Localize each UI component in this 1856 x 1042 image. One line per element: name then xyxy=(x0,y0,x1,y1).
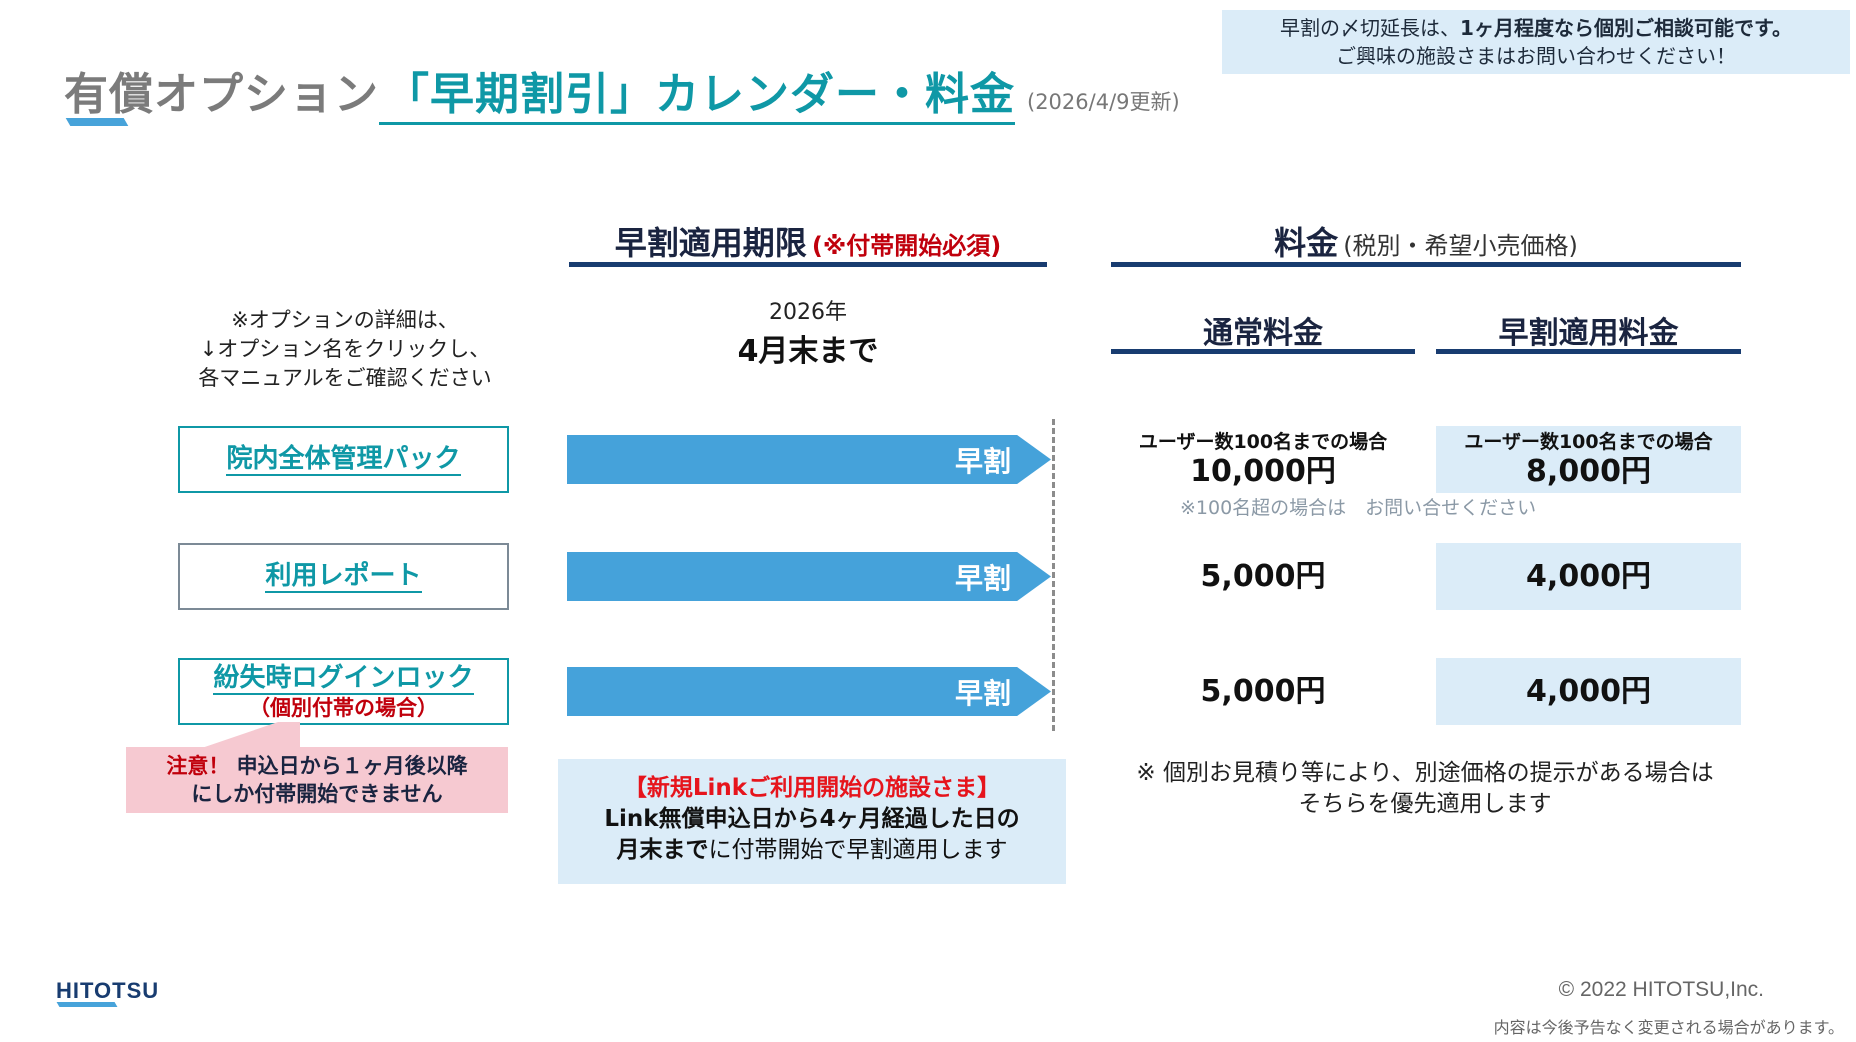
instructions: ※オプションの詳細は、 ↓オプション名をクリックし、 各マニュアルをご確認くださ… xyxy=(150,306,540,393)
warning-box: 注意！ 申込日から１ヶ月後以降 にしか付帯開始できません xyxy=(126,747,508,813)
deadline-month: 4月末まで xyxy=(737,334,879,369)
early-price-label: 早割適用料金 xyxy=(1498,316,1679,351)
arrow-label-3: 早割 xyxy=(954,676,1011,710)
option-link-3[interactable]: 紛失時ログインロック xyxy=(213,662,474,695)
pricing-note: ※ 個別お見積り等により、別途価格の提示がある場合は そちらを優先適用します xyxy=(1080,758,1770,820)
extension-callout: 早割の〆切延長は、1ヶ月程度なら個別ご相談可能です。 ご興味の施設さまはお問い合… xyxy=(1222,10,1850,74)
logo-underline xyxy=(56,1002,118,1007)
option-link-2[interactable]: 利用レポート xyxy=(265,560,422,593)
early-price-1: 8,000円 xyxy=(1526,453,1651,489)
new-link-heading: 【新規Linkご利用開始の施設さま】 xyxy=(623,775,1001,801)
option-link-box-2[interactable]: 利用レポート xyxy=(178,543,509,610)
new-link-line-3-text: に付帯開始で早割適用します xyxy=(708,837,1008,863)
page-title: 有償オプション 「早期割引」カレンダー・料金 (2026/4/9更新) xyxy=(64,58,1180,125)
normal-price-condition-1: ユーザー数100名までの場合 xyxy=(1138,430,1388,453)
callout-bold-text: 1ヶ月程度なら個別ご相談可能です。 xyxy=(1460,16,1792,40)
price-header: 料金 (税別・希望小売価格) xyxy=(1111,218,1741,264)
callout-line-1: 早割の〆切延長は、1ヶ月程度なら個別ご相談可能です。 xyxy=(1222,14,1850,42)
deadline-header-title: 早割適用期限 xyxy=(614,224,807,262)
hitotsu-logo: HITOTSU xyxy=(56,978,160,1003)
arrow-label-2: 早割 xyxy=(954,561,1011,595)
early-price-cell-1: ユーザー数100名までの場合 8,000円 xyxy=(1436,426,1741,493)
normal-price-rule xyxy=(1111,349,1415,354)
title-accent-bar xyxy=(65,118,129,126)
pricing-note-line-1: ※ 個別お見積り等により、別途価格の提示がある場合は xyxy=(1136,760,1714,786)
normal-price-header: 通常料金 xyxy=(1111,308,1415,352)
new-link-line-2: Link無償申込日から4ヶ月経過した日の xyxy=(604,806,1020,832)
price-header-title: 料金 xyxy=(1274,224,1339,262)
title-prefix: 有償オプション xyxy=(64,69,379,120)
deadline-year: 2026年 xyxy=(769,300,847,325)
copyright: © 2022 HITOTSU,Inc. xyxy=(1558,978,1764,1001)
instructions-line-1: ※オプションの詳細は、 xyxy=(231,308,459,332)
disclaimer: 内容は今後予告なく変更される場合があります。 xyxy=(1493,1018,1844,1037)
warning-label: 注意！ xyxy=(166,754,230,778)
instructions-line-2: ↓オプション名をクリックし、 xyxy=(199,337,491,361)
normal-price-3: 5,000円 xyxy=(1200,673,1326,709)
option-link-1[interactable]: 院内全体管理パック xyxy=(226,443,461,476)
early-price-2: 4,000円 xyxy=(1526,558,1651,594)
early-price-condition-1: ユーザー数100名までの場合 xyxy=(1464,430,1713,453)
early-price-cell-2: 4,000円 xyxy=(1436,543,1741,610)
deadline-header-rule xyxy=(569,262,1047,267)
early-discount-arrow-3: 早割 xyxy=(567,667,1051,716)
pricing-note-line-2: そちらを優先適用します xyxy=(1298,791,1552,817)
callout-text: 早割の〆切延長は、 xyxy=(1280,16,1461,40)
warning-text-1: 申込日から１ヶ月後以降 xyxy=(236,754,468,778)
normal-price-1: 10,000円 xyxy=(1190,453,1336,489)
arrow-label-1: 早割 xyxy=(954,444,1011,478)
over-100-users-note: ※100名超の場合は お問い合せください xyxy=(1180,497,1537,519)
early-price-cell-3: 4,000円 xyxy=(1436,658,1741,725)
new-link-line-3-bold: 月末まで xyxy=(616,837,709,863)
early-price-3: 4,000円 xyxy=(1526,673,1651,709)
normal-price-label: 通常料金 xyxy=(1203,316,1323,351)
early-discount-arrow-1: 早割 xyxy=(567,435,1051,484)
callout-line-2: ご興味の施設さまはお問い合わせください！ xyxy=(1336,44,1736,68)
title-highlight: 「早期割引」カレンダー・料金 xyxy=(379,58,1015,125)
instructions-line-3: 各マニュアルをご確認ください xyxy=(198,366,492,390)
normal-price-2: 5,000円 xyxy=(1200,558,1326,594)
deadline-header: 早割適用期限 (※付帯開始必須) xyxy=(569,218,1047,264)
price-header-rule xyxy=(1111,262,1741,267)
updated-date: (2026/4/9更新) xyxy=(1027,90,1180,114)
new-link-facility-box: 【新規Linkご利用開始の施設さま】 Link無償申込日から4ヶ月経過した日の … xyxy=(558,759,1066,884)
early-price-rule xyxy=(1436,349,1741,354)
normal-price-cell-1: ユーザー数100名までの場合 10,000円 xyxy=(1111,426,1415,493)
deadline-value: 2026年 4月末まで xyxy=(569,294,1047,370)
deadline-header-note: (※付帯開始必須) xyxy=(811,232,1002,260)
warning-line-1: 注意！ 申込日から１ヶ月後以降 xyxy=(126,752,508,780)
new-link-line-3: 月末までに付帯開始で早割適用します xyxy=(558,835,1066,866)
early-discount-arrow-2: 早割 xyxy=(567,552,1051,601)
option-link-box-3[interactable]: 紛失時ログインロック （個別付帯の場合） xyxy=(178,658,509,725)
price-header-note: (税別・希望小売価格) xyxy=(1343,232,1578,260)
normal-price-cell-3: 5,000円 xyxy=(1111,658,1415,725)
warning-text-2: にしか付帯開始できません xyxy=(191,782,443,806)
option-sub-3: （個別付帯の場合） xyxy=(249,695,438,720)
option-link-box-1[interactable]: 院内全体管理パック xyxy=(178,426,509,493)
normal-price-cell-2: 5,000円 xyxy=(1111,543,1415,610)
deadline-dashed-line xyxy=(1052,419,1055,731)
early-price-header: 早割適用料金 xyxy=(1436,308,1741,352)
